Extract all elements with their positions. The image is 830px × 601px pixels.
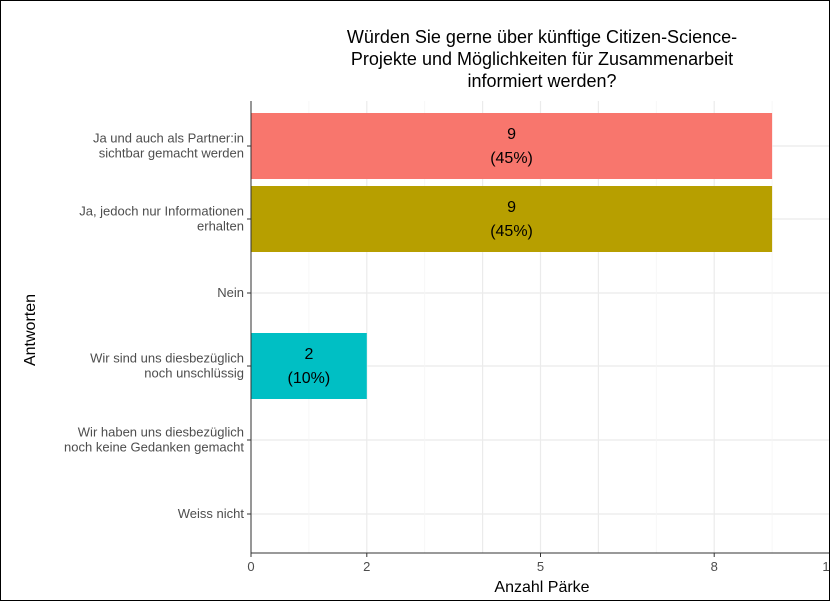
chart-title-line: Projekte und Möglichkeiten für Zusammena… bbox=[351, 49, 733, 69]
bar bbox=[251, 113, 773, 179]
bar bbox=[251, 333, 367, 399]
y-tick-label: Weiss nicht bbox=[178, 506, 245, 521]
y-tick-label: Wir sind uns diesbezüglich noch unschlüss… bbox=[90, 351, 244, 381]
bars bbox=[251, 113, 773, 399]
bar-count-label: 2 bbox=[304, 346, 313, 363]
x-tick-labels: 0 2 5 8 1 bbox=[247, 553, 829, 574]
chart-title-line: informiert werden? bbox=[467, 71, 616, 91]
x-tick-label: 5 bbox=[537, 559, 544, 574]
bar-percent-label: (45%) bbox=[490, 150, 533, 167]
x-axis-title: Anzahl Pärke bbox=[494, 579, 589, 596]
y-axis-title: Antworten bbox=[22, 294, 39, 366]
y-tick-label: Nein bbox=[217, 285, 244, 300]
bar-count-label: 9 bbox=[507, 126, 516, 143]
x-tick-label: 0 bbox=[247, 559, 254, 574]
x-tick-label: 8 bbox=[711, 559, 718, 574]
bar-count-label: 9 bbox=[507, 199, 516, 216]
bar-value-labels: 9 (45%) 9 (45%) 2 (10%) bbox=[288, 126, 533, 387]
chart-title: Würden Sie gerne über künftige Citizen-S… bbox=[347, 27, 737, 91]
y-tick-label: Wir haben uns diesbezüglich noch keine Ge… bbox=[64, 425, 244, 455]
y-tick-label: Ja und auch als Partner:in sichtbar gemac… bbox=[93, 131, 244, 161]
x-tick-label: 2 bbox=[363, 559, 370, 574]
y-tick-labels: Ja und auch als Partner:in sichtbar gemac… bbox=[64, 131, 251, 521]
chart-title-line: Würden Sie gerne über künftige Citizen-S… bbox=[347, 27, 737, 47]
bar-percent-label: (45%) bbox=[490, 223, 533, 240]
x-tick-label: 1 bbox=[822, 559, 829, 574]
bar-percent-label: (10%) bbox=[288, 370, 331, 387]
bar bbox=[251, 186, 773, 252]
y-tick-label: Ja, jedoch nur Informationen erhalten bbox=[79, 204, 244, 234]
